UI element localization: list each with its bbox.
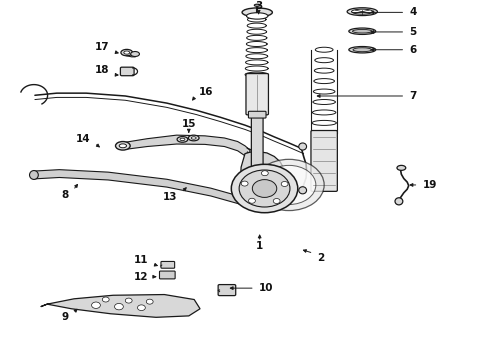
- Ellipse shape: [395, 198, 403, 205]
- Text: 2: 2: [318, 252, 324, 262]
- Ellipse shape: [119, 144, 126, 148]
- Ellipse shape: [349, 46, 376, 53]
- Text: 16: 16: [199, 87, 214, 98]
- Ellipse shape: [188, 135, 199, 141]
- Ellipse shape: [121, 49, 133, 56]
- Circle shape: [252, 180, 277, 197]
- Ellipse shape: [347, 8, 377, 15]
- Text: 15: 15: [182, 120, 196, 130]
- Ellipse shape: [254, 4, 260, 6]
- FancyBboxPatch shape: [161, 261, 174, 268]
- Circle shape: [262, 171, 268, 176]
- Ellipse shape: [242, 8, 272, 17]
- Text: 11: 11: [134, 255, 148, 265]
- Circle shape: [138, 305, 146, 311]
- Text: 12: 12: [134, 272, 148, 282]
- Text: 18: 18: [95, 66, 109, 75]
- Polygon shape: [240, 152, 285, 200]
- Circle shape: [125, 298, 132, 303]
- Polygon shape: [245, 190, 270, 201]
- FancyBboxPatch shape: [246, 73, 269, 115]
- Circle shape: [273, 198, 280, 203]
- Circle shape: [115, 303, 123, 310]
- Circle shape: [102, 297, 109, 302]
- Text: 14: 14: [76, 134, 91, 144]
- Ellipse shape: [299, 143, 307, 150]
- Circle shape: [248, 198, 255, 203]
- Ellipse shape: [352, 30, 372, 33]
- FancyBboxPatch shape: [218, 285, 236, 296]
- Text: 13: 13: [163, 192, 177, 202]
- Ellipse shape: [246, 13, 268, 19]
- Ellipse shape: [124, 51, 130, 54]
- Ellipse shape: [299, 187, 307, 194]
- Text: 4: 4: [409, 7, 416, 17]
- Text: 8: 8: [62, 190, 69, 199]
- Ellipse shape: [351, 9, 373, 14]
- Circle shape: [281, 181, 288, 186]
- Ellipse shape: [397, 165, 406, 170]
- Ellipse shape: [177, 136, 188, 142]
- Text: 10: 10: [259, 283, 273, 293]
- Text: 9: 9: [62, 312, 69, 322]
- Ellipse shape: [191, 137, 196, 139]
- Polygon shape: [34, 170, 250, 207]
- Polygon shape: [41, 294, 200, 317]
- Text: 7: 7: [409, 91, 416, 101]
- Ellipse shape: [131, 51, 140, 57]
- FancyBboxPatch shape: [248, 111, 266, 118]
- Circle shape: [262, 165, 316, 204]
- FancyBboxPatch shape: [251, 113, 263, 191]
- Text: 5: 5: [409, 27, 416, 37]
- Text: 19: 19: [422, 180, 437, 190]
- Text: 1: 1: [256, 241, 263, 251]
- Circle shape: [254, 159, 324, 211]
- Ellipse shape: [180, 138, 185, 141]
- Text: 6: 6: [409, 45, 416, 55]
- FancyBboxPatch shape: [311, 131, 337, 192]
- Ellipse shape: [29, 171, 38, 179]
- Circle shape: [231, 164, 298, 213]
- Text: 3: 3: [255, 1, 262, 11]
- FancyBboxPatch shape: [159, 271, 175, 279]
- FancyBboxPatch shape: [121, 67, 134, 76]
- Text: 17: 17: [95, 42, 109, 52]
- Circle shape: [92, 302, 100, 309]
- Circle shape: [239, 170, 290, 207]
- Circle shape: [147, 299, 153, 304]
- Ellipse shape: [353, 48, 371, 52]
- Ellipse shape: [116, 141, 130, 150]
- Polygon shape: [125, 135, 250, 161]
- Circle shape: [241, 181, 248, 186]
- Ellipse shape: [349, 28, 376, 35]
